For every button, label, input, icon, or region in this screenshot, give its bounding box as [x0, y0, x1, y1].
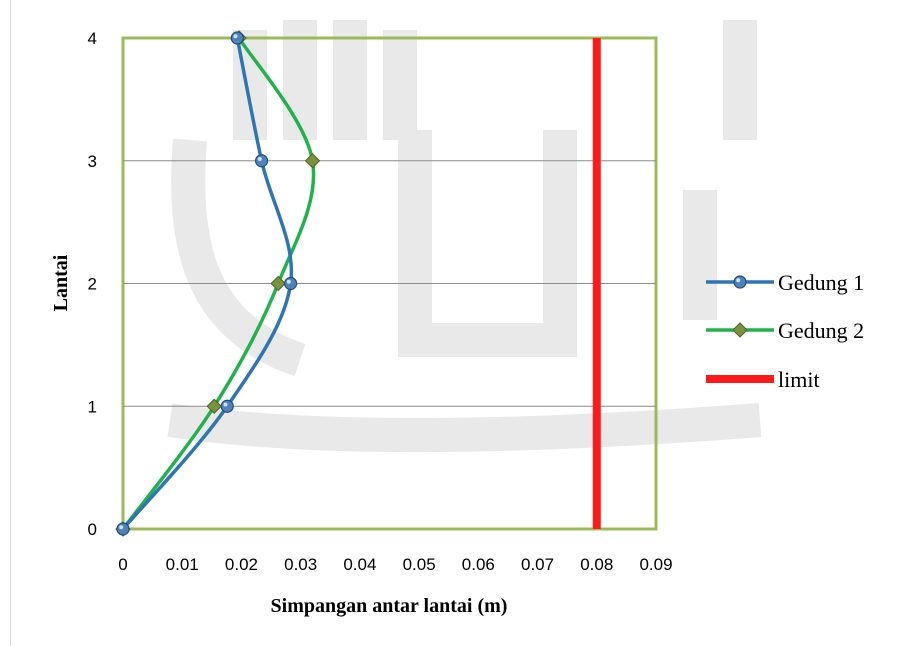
x-tick-label: 0.03	[284, 555, 317, 574]
legend-label: limit	[778, 367, 820, 392]
data-point	[304, 153, 321, 169]
y-tick-label: 2	[88, 275, 97, 294]
x-axis-ticks: 0 0.01 0.02 0.03 0.04 0.05 0.06 0.07 0.08 0.09	[118, 555, 672, 574]
data-point	[116, 522, 130, 536]
x-tick-label: 0.08	[580, 555, 613, 574]
legend-item: Gedung 2	[706, 318, 864, 343]
x-tick-label: 0.06	[462, 555, 495, 574]
x-tick-label: 0.07	[521, 555, 554, 574]
legend-label: Gedung 1	[778, 270, 864, 295]
data-point	[254, 154, 269, 168]
y-axis-ticks: 0 1 2 3 4	[88, 29, 97, 539]
data-point	[230, 31, 244, 45]
data-point-highlight	[257, 156, 262, 161]
x-axis-title: Simpangan antar lantai (m)	[271, 595, 508, 617]
legend-marker	[732, 322, 748, 338]
y-axis-title: Lantai	[50, 254, 72, 311]
legend-item: limit	[706, 367, 820, 392]
page-left-border	[10, 0, 11, 646]
legend-label: Gedung 2	[778, 318, 864, 343]
x-tick-label: 0.05	[403, 555, 436, 574]
series-layer	[115, 30, 601, 537]
y-tick-label: 4	[88, 29, 97, 48]
data-point-highlight	[286, 279, 291, 284]
x-tick-label: 0.02	[225, 555, 258, 574]
data-point	[220, 399, 234, 413]
data-point	[270, 275, 286, 292]
legend-marker-highlight	[736, 278, 741, 283]
data-point-highlight	[119, 525, 124, 530]
data-point	[206, 398, 222, 414]
data-point	[283, 276, 298, 291]
series-gedung-1	[116, 31, 298, 536]
y-tick-label: 3	[88, 152, 97, 171]
data-point-highlight	[223, 402, 228, 407]
x-tick-label: 0.04	[343, 555, 376, 574]
x-tick-label: 0.09	[639, 555, 672, 574]
watermark	[167, 20, 762, 452]
legend-item: Gedung 1	[706, 270, 864, 295]
y-tick-label: 1	[88, 397, 97, 416]
data-point-highlight	[233, 34, 238, 39]
x-tick-label: 0	[118, 555, 127, 574]
legend: Gedung 1 Gedung 2 limit	[706, 270, 864, 392]
x-tick-label: 0.01	[166, 555, 199, 574]
y-tick-label: 0	[88, 520, 97, 539]
legend-marker	[733, 275, 747, 289]
